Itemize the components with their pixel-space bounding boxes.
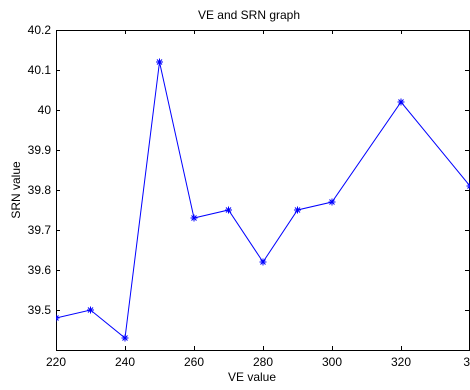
x-tick-label: 240 [115, 355, 135, 369]
data-point [294, 207, 301, 214]
x-tick-label: 220 [46, 355, 66, 369]
data-point [87, 307, 94, 314]
y-tick-label: 39.7 [28, 223, 52, 237]
y-axis-label: SRN value [9, 161, 23, 219]
data-point [53, 315, 60, 322]
data-point [122, 335, 129, 342]
y-tick-label: 40 [38, 103, 52, 117]
y-tick-label: 39.5 [28, 303, 52, 317]
x-tick-label: 260 [184, 355, 204, 369]
series-group [53, 59, 470, 342]
data-point [329, 199, 336, 206]
y-tick-label: 40.2 [28, 23, 52, 37]
x-tick-label: 320 [391, 355, 411, 369]
x-tick-label: 34 [463, 355, 470, 369]
data-point [398, 99, 405, 106]
x-tick-label: 280 [253, 355, 273, 369]
x-tick-label: 300 [322, 355, 342, 369]
data-point [260, 259, 267, 266]
y-tick-label: 40.1 [28, 63, 52, 77]
series-line [56, 62, 470, 338]
x-axis-label: VE value [228, 370, 276, 384]
data-point [156, 59, 163, 66]
y-tick-label: 39.9 [28, 143, 52, 157]
plot-area-frame [57, 31, 470, 351]
chart-title: VE and SRN graph [198, 8, 300, 22]
data-point [191, 215, 198, 222]
y-tick-label: 39.8 [28, 183, 52, 197]
y-tick-label: 39.6 [28, 263, 52, 277]
data-point [225, 207, 232, 214]
